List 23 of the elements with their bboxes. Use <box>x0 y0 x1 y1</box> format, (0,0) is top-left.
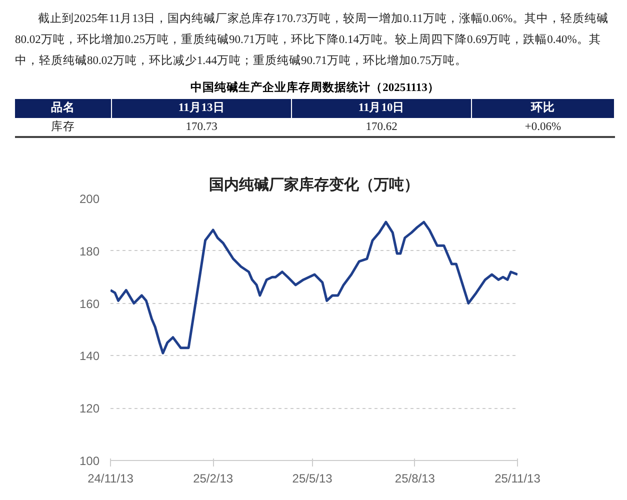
text: 170.73 <box>112 118 292 138</box>
x-tick-label: 25/8/13 <box>394 472 436 486</box>
chart-title: 国内纯碱厂家库存变化（万吨） <box>209 176 419 194</box>
text: 11月13日 <box>112 99 292 118</box>
y-tick-label: 200 <box>79 192 100 206</box>
x-tick-label: 24/11/13 <box>88 472 134 486</box>
line-series <box>110 220 518 354</box>
text: 品名 <box>15 99 112 118</box>
text: 170.62 <box>292 118 472 138</box>
y-tick-label: 120 <box>79 402 100 416</box>
text: 11月10日 <box>292 99 472 118</box>
y-tick-label: 160 <box>79 296 100 311</box>
y-tick-label: 140 <box>79 349 100 364</box>
x-tick-label: 25/5/13 <box>292 472 333 486</box>
text: 中国纯碱生产企业库存周数据统计（20251113） <box>190 80 440 96</box>
text: 截止到2025年11月13日，国内纯碱厂家总库存170.73万吨，较周一增加0.11万吨，涨幅0.06%。其中，轻质纯碱80.02万吨，环比增加0.25万吨，重质纯碱90.71万吨，环比下降0.14万吨。较上周四下降0.69万吨，跌幅0.40%。其中，轻质纯碱80.02万吨，环比减少1.44万吨；重质纯碱90.71万吨，环比增加0.75万吨。 <box>15 11 610 69</box>
y-tick-label: 100 <box>79 454 100 468</box>
y-tick-label: 180 <box>79 244 100 258</box>
text: +0.06% <box>472 118 614 138</box>
x-tick-label: 25/2/13 <box>193 472 234 486</box>
x-tick-label: 25/11/13 <box>494 472 541 486</box>
text: 库存 <box>15 118 112 138</box>
text: 环比 <box>472 99 614 118</box>
